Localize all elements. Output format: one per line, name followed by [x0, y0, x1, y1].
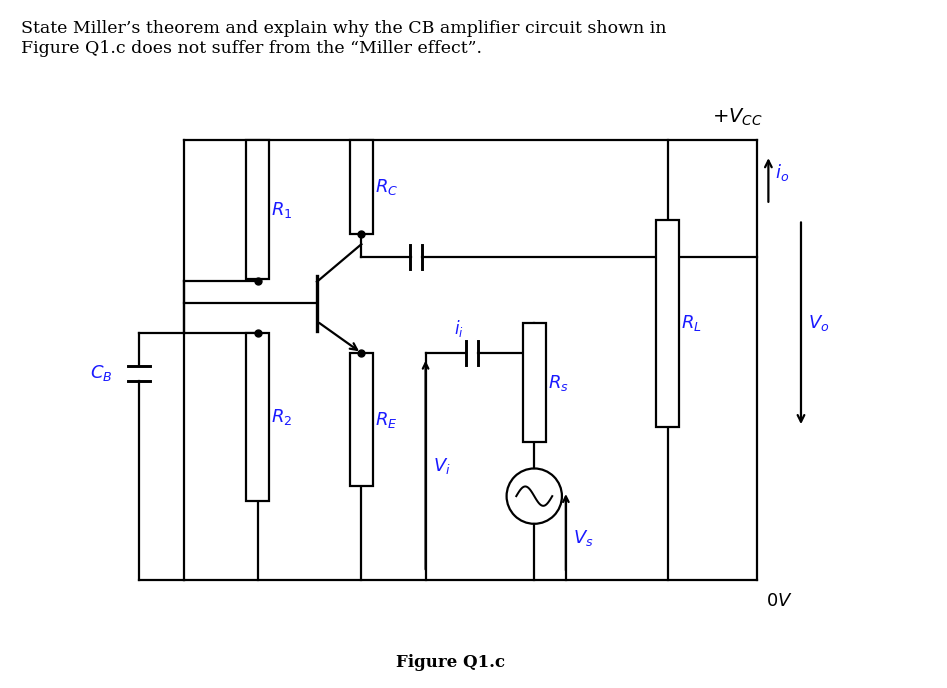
Text: $V_o$: $V_o$ [808, 313, 830, 333]
Bar [656, 219, 679, 427]
Text: $R_C$: $R_C$ [375, 178, 399, 197]
Text: $C_B$: $C_B$ [90, 363, 112, 383]
Text: $V_s$: $V_s$ [573, 528, 594, 548]
Text: $i_o$: $i_o$ [776, 162, 790, 182]
Text: $i_i$: $i_i$ [455, 318, 464, 339]
Bar [350, 140, 373, 235]
Text: $R_E$: $R_E$ [375, 409, 398, 429]
Text: $R_L$: $R_L$ [682, 313, 703, 333]
Text: $0V$: $0V$ [766, 592, 794, 610]
Text: Figure Q1.c: Figure Q1.c [396, 654, 505, 671]
Bar [246, 140, 269, 279]
Text: $R_2$: $R_2$ [272, 407, 293, 427]
Bar [246, 333, 269, 501]
Bar [523, 323, 545, 442]
Text: $R_s$: $R_s$ [548, 372, 569, 393]
Text: State Miller’s theorem and explain why the CB amplifier circuit shown in
Figure : State Miller’s theorem and explain why t… [21, 20, 666, 56]
Bar [350, 353, 373, 486]
Text: $R_1$: $R_1$ [272, 200, 293, 219]
Text: $V_i$: $V_i$ [434, 457, 452, 477]
Text: $+V_{CC}$: $+V_{CC}$ [712, 107, 762, 128]
